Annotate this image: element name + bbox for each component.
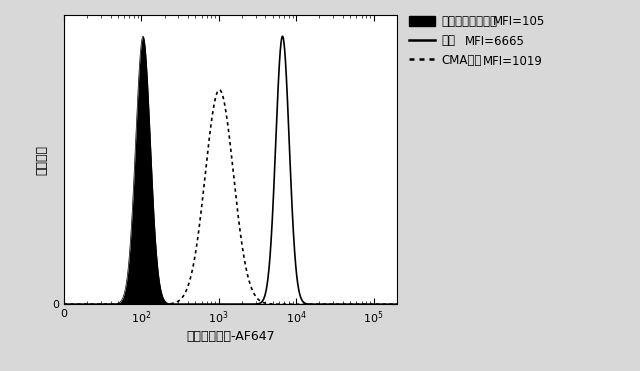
Text: MFI=6665: MFI=6665	[465, 35, 525, 48]
Text: MFI=1019: MFI=1019	[483, 55, 542, 68]
Legend: アイソタイプ対照, 媒体, CMA処理: アイソタイプ対照, 媒体, CMA処理	[410, 15, 497, 67]
Y-axis label: カウント: カウント	[35, 145, 48, 174]
X-axis label: パーフォリン-AF647: パーフォリン-AF647	[186, 330, 275, 343]
Text: MFI=105: MFI=105	[493, 15, 545, 28]
